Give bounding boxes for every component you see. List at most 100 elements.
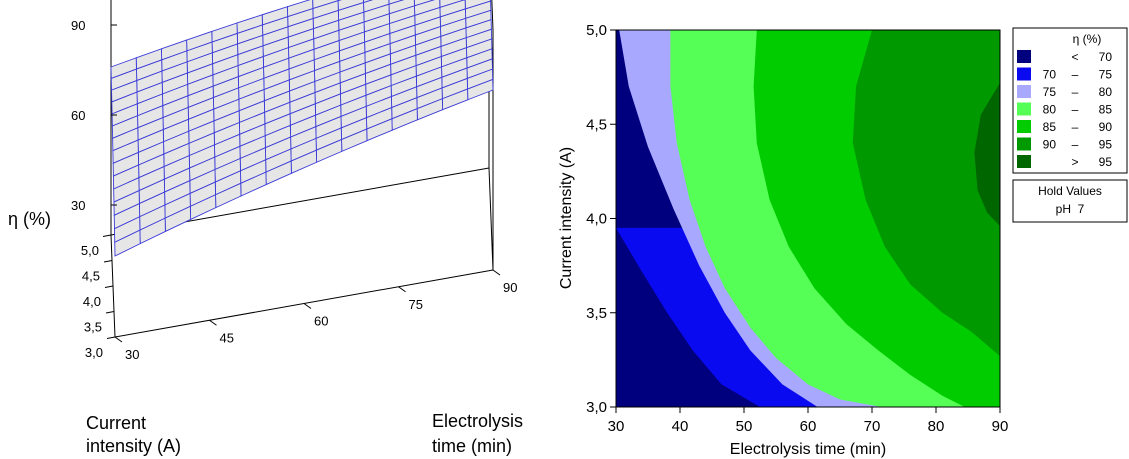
legend-entry-high: 85 xyxy=(1099,103,1113,117)
surface-mesh xyxy=(110,0,494,257)
y-axis-label-line-2: intensity (A) xyxy=(86,436,181,456)
z-tick-label: 60 xyxy=(71,108,85,123)
x-axis-label: Electrolysis time (min) xyxy=(432,411,528,456)
contour-y-axis-label: Current intensity (A) xyxy=(558,147,575,289)
y-tick-label: 3,0 xyxy=(85,345,103,360)
contour-x-tick-label: 40 xyxy=(672,418,689,435)
mesh-cell xyxy=(114,229,141,257)
y-tick-mark xyxy=(104,285,114,288)
x-tick-mark xyxy=(114,336,123,343)
legend-entry-separator: – xyxy=(1072,68,1079,82)
x-tick-label: 30 xyxy=(125,347,139,362)
hold-values: Hold Values pH 7 xyxy=(1012,179,1128,223)
contour-x-tick-label: 30 xyxy=(608,418,625,435)
contour-regions xyxy=(616,30,1000,407)
x-axis-label-line-1: Electrolysis xyxy=(432,411,523,431)
contour-band xyxy=(852,30,1000,357)
legend-entry-high: 95 xyxy=(1099,138,1113,152)
legend-entry-low: 75 xyxy=(1043,85,1057,99)
legend-box xyxy=(1012,27,1128,174)
contour-y-tick-label: 3,0 xyxy=(586,399,607,416)
legend-entry-high: 70 xyxy=(1099,50,1113,64)
y-axis-label-line-1: Current xyxy=(86,413,146,433)
x-axis-ticks: 30 45 60 75 90 xyxy=(114,269,517,362)
legend-entry: 85 – 90 xyxy=(1017,120,1112,134)
legend-entry: <70 xyxy=(1017,50,1112,64)
x-tick-mark xyxy=(209,319,217,326)
legend-entry-low: 90 xyxy=(1043,138,1057,152)
legend-entry-low: 85 xyxy=(1043,120,1057,134)
contour-x-tick-label: 70 xyxy=(864,418,881,435)
x-tick-mark xyxy=(492,269,501,276)
legend-entry: 90 – 95 xyxy=(1017,137,1113,152)
contour-x-ticks: 30 40 50 60 70 80 90 xyxy=(608,407,1009,435)
contour-y-ticks: 3,0 3,5 4,0 4,5 5,0 xyxy=(586,22,616,416)
y-tick-label: 4,0 xyxy=(83,294,101,309)
contour-x-tick-label: 80 xyxy=(928,418,945,435)
z-tick-label: 90 xyxy=(71,18,85,33)
contour-x-axis-label: Electrolysis time (min) xyxy=(730,441,886,458)
legend-swatch xyxy=(1017,50,1031,63)
legend-entry: >95 xyxy=(1017,155,1112,169)
contour-x-tick-label: 50 xyxy=(736,418,753,435)
z-tick-label: 30 xyxy=(71,198,85,213)
contour-x-tick-label: 60 xyxy=(800,418,817,435)
legend-entry-separator: – xyxy=(1072,85,1079,99)
contour-band xyxy=(974,82,1000,227)
legend-entry-separator: – xyxy=(1072,103,1079,117)
y-tick-label: 4,5 xyxy=(82,269,100,284)
legend-entry-separator: < xyxy=(1071,50,1078,64)
hold-values-box xyxy=(1012,179,1128,223)
contour-y-tick-label: 4,0 xyxy=(586,211,607,228)
x-tick-mark xyxy=(303,303,312,309)
contour-plot: 30 40 50 60 70 80 90 3,0 3,5 4,0 4,5 5,0 Electroly… xyxy=(558,22,1128,458)
contour-y-tick-label: 4,5 xyxy=(586,116,607,133)
x-tick-label: 75 xyxy=(409,297,423,312)
legend-swatch xyxy=(1017,102,1031,116)
hold-values-text: pH 7 xyxy=(1056,202,1085,216)
legend-entry: 80 – 85 xyxy=(1017,102,1113,117)
y-tick-label: 5,0 xyxy=(81,243,99,258)
legend-entry: 75 – 80 xyxy=(1017,85,1112,99)
y-tick-mark xyxy=(106,336,116,339)
legend-swatch xyxy=(1017,67,1031,81)
floor-edge xyxy=(488,167,494,271)
x-tick-label: 60 xyxy=(314,314,328,329)
legend-entry-high: 75 xyxy=(1099,68,1113,82)
legend-entry-low: 70 xyxy=(1043,68,1057,82)
legend-swatch xyxy=(1017,137,1031,151)
legend-entry: 70 – 75 xyxy=(1017,67,1113,82)
legend-entry-separator: > xyxy=(1071,155,1078,169)
legend-title: η (%) xyxy=(1073,32,1102,46)
legend-entry-high: 95 xyxy=(1099,155,1113,169)
contour-x-tick-label: 90 xyxy=(992,418,1009,435)
x-tick-label: 90 xyxy=(503,280,517,295)
x-tick-mark xyxy=(398,286,406,293)
wall-edge xyxy=(491,0,494,31)
y-axis-label: Current intensity (A) xyxy=(86,413,181,456)
legend-entry-high: 90 xyxy=(1099,120,1113,134)
legend-swatch xyxy=(1017,120,1031,133)
x-tick-label: 45 xyxy=(220,330,234,345)
legend-entry-low: 80 xyxy=(1043,103,1057,117)
y-tick-mark xyxy=(105,311,115,314)
legend-swatch xyxy=(1017,85,1031,98)
legend-entry-separator: – xyxy=(1072,120,1079,134)
legend-swatch xyxy=(1017,155,1031,168)
y-axis-ticks: 3,0 3,5 4,0 4,5 5,0 xyxy=(81,234,116,360)
contour-y-tick-label: 3,5 xyxy=(586,305,607,322)
y-tick-mark xyxy=(103,260,113,263)
y-tick-mark xyxy=(102,234,112,237)
y-tick-label: 3,5 xyxy=(84,320,102,335)
legend-entry-separator: – xyxy=(1072,138,1079,152)
z-axis-label: η (%) xyxy=(8,209,51,229)
hold-values-title: Hold Values xyxy=(1038,184,1102,198)
z-axis-ticks: 30 60 90 xyxy=(71,18,117,213)
contour-y-tick-label: 5,0 xyxy=(586,22,607,39)
legend-entry-high: 80 xyxy=(1099,85,1113,99)
x-axis-label-line-2: time (min) xyxy=(432,436,512,456)
